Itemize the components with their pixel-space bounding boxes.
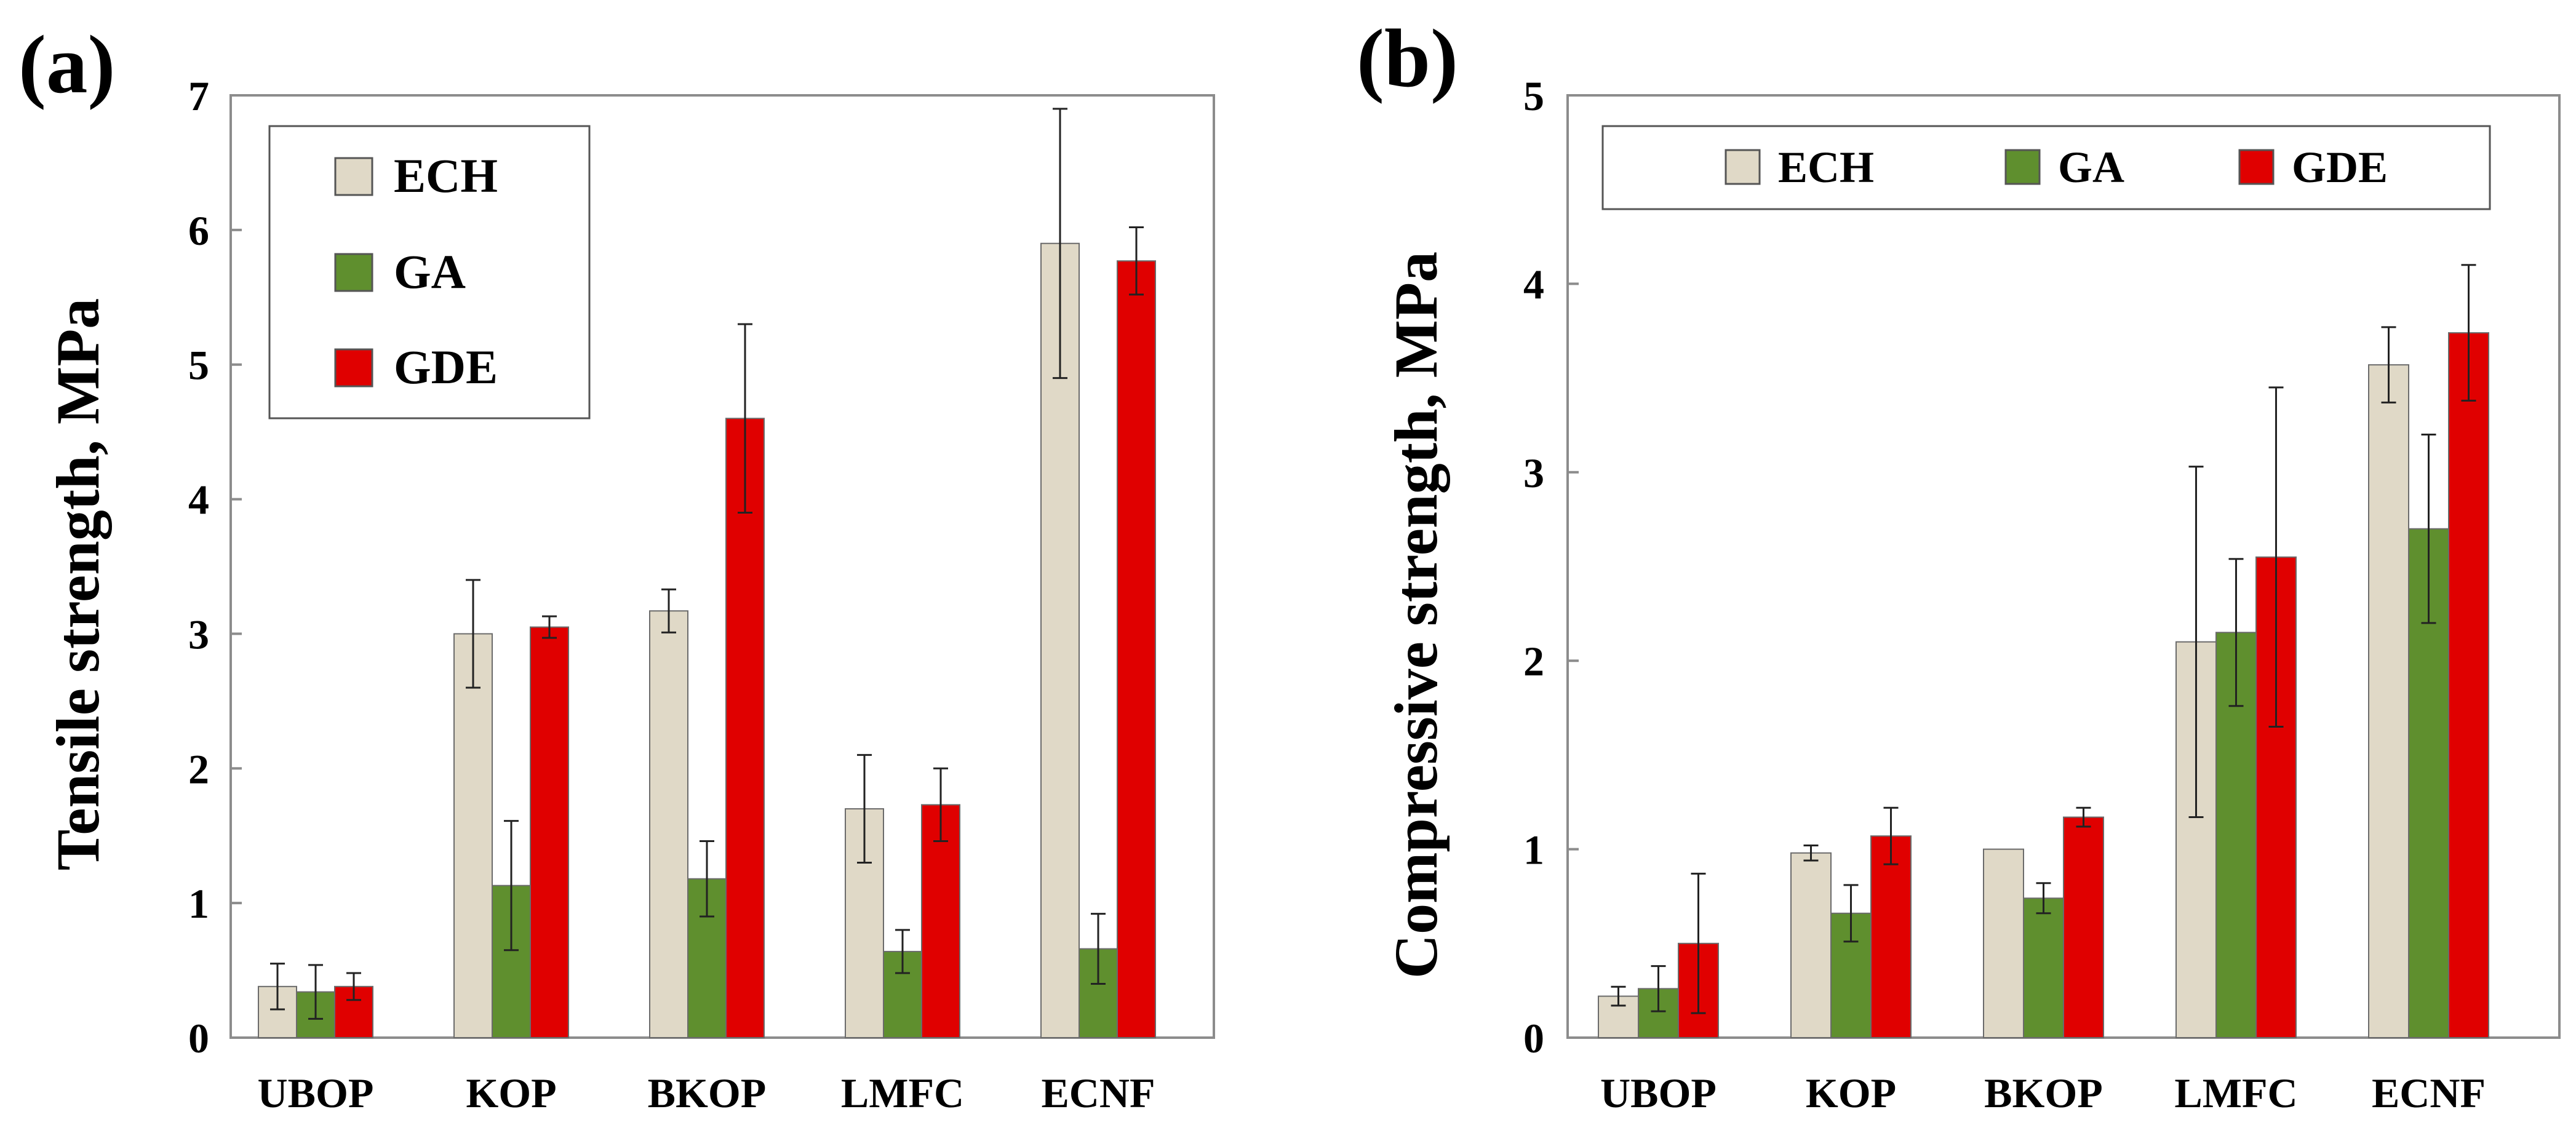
panel-a-y-axis-label: Tensile strength, MPa (44, 298, 112, 871)
x-tick-label-ecnf: ECNF (2372, 1070, 2486, 1116)
y-tick-label: 0 (1523, 1015, 1544, 1062)
bar-gde-bkop (725, 418, 765, 1038)
y-tick-label: 5 (188, 342, 209, 389)
y-tick-label: 0 (188, 1015, 209, 1062)
panel-a-legend-swatch-ga (334, 253, 373, 292)
panel-b-legend-label-ga: GA (2058, 143, 2124, 192)
panel-b-label: (b) (1357, 13, 1458, 105)
y-tick-label: 3 (188, 611, 209, 658)
panel-b-legend-label-ech: ECH (1778, 143, 1874, 192)
x-tick-label-lmfc: LMFC (2174, 1070, 2297, 1116)
panel-b-y-axis: 0 1 2 3 4 5 (1523, 73, 1579, 1062)
bar-gde-kop (1870, 835, 1912, 1038)
panel-b-legend-swatch-ech (1725, 149, 1761, 185)
bar-gde-kop (530, 626, 569, 1038)
bar-ech-kop (1790, 852, 1832, 1039)
x-tick-label-kop: KOP (466, 1070, 556, 1116)
x-tick-label-bkop: BKOP (648, 1070, 767, 1116)
bar-gde-ecnf (2448, 332, 2489, 1039)
bar-ech-kop (453, 633, 493, 1038)
y-tick-label: 1 (1523, 827, 1544, 873)
y-tick-label: 6 (188, 207, 209, 254)
bar-gde-lmfc (921, 804, 960, 1039)
panel-b-legend-label-gde: GDE (2292, 143, 2388, 192)
x-tick-label-bkop: BKOP (1984, 1070, 2103, 1116)
y-tick-label: 3 (1523, 450, 1544, 496)
y-tick-label: 4 (188, 477, 209, 523)
y-tick-label: 1 (188, 880, 209, 927)
panel-b-compressive-chart: (b) Compressive strength, MPa 0 1 2 3 4 5 UBO… (1357, 13, 2561, 1116)
panel-a-legend-box (268, 125, 591, 419)
panel-a-legend-label-gde: GDE (394, 340, 498, 394)
y-tick-label: 7 (188, 73, 209, 119)
panel-b-x-tick-labels: UBOP KOP BKOP LMFC ECNF (1600, 1070, 2486, 1116)
panel-b-legend: ECH GA GDE (1601, 125, 2491, 210)
panel-a-legend-swatch-ech (334, 157, 373, 196)
panel-a-bars (258, 242, 1156, 1039)
y-tick-label: 5 (1523, 73, 1544, 119)
x-tick-label-ubop: UBOP (1600, 1070, 1717, 1116)
y-tick-label: 2 (1523, 638, 1544, 685)
panel-b-error-bars (1611, 264, 2476, 1014)
panel-a-x-tick-labels: UBOP KOP BKOP LMFC ECNF (258, 1070, 1155, 1116)
bar-ech-bkop (1983, 848, 2024, 1038)
panel-b-legend-swatch-ga (2004, 149, 2041, 185)
panel-b-bars (1598, 332, 2489, 1039)
panel-a-error-bars (270, 108, 1144, 1020)
panel-a-label: (a) (18, 19, 115, 111)
x-tick-label-ecnf: ECNF (1041, 1070, 1155, 1116)
panel-a-legend-label-ga: GA (394, 245, 466, 298)
panel-a-tensile-chart: (a) Tensile strength, MPa 0 1 2 3 4 5 6 7 UBOP K… (18, 19, 1215, 1116)
bar-gde-ecnf (1117, 260, 1156, 1038)
panel-b-y-axis-label: Compressive strength, MPa (1382, 252, 1450, 979)
y-tick-label: 4 (1523, 261, 1544, 308)
panel-a-legend-label-ech: ECH (394, 149, 498, 202)
panel-b-legend-swatch-gde (2238, 149, 2275, 185)
panel-a-y-axis: 0 1 2 3 4 5 6 7 (188, 73, 242, 1062)
bar-gde-bkop (2063, 816, 2104, 1038)
x-tick-label-ubop: UBOP (258, 1070, 374, 1116)
panel-a-legend-swatch-gde (334, 348, 373, 388)
panel-a-legend: ECH GA GDE (268, 125, 591, 419)
y-tick-label: 2 (188, 745, 209, 792)
bar-ech-ecnf (2368, 364, 2409, 1038)
bar-ech-bkop (649, 610, 688, 1038)
x-tick-label-kop: KOP (1806, 1070, 1896, 1116)
bar-ga-bkop (2023, 897, 2064, 1039)
x-tick-label-lmfc: LMFC (841, 1070, 964, 1116)
